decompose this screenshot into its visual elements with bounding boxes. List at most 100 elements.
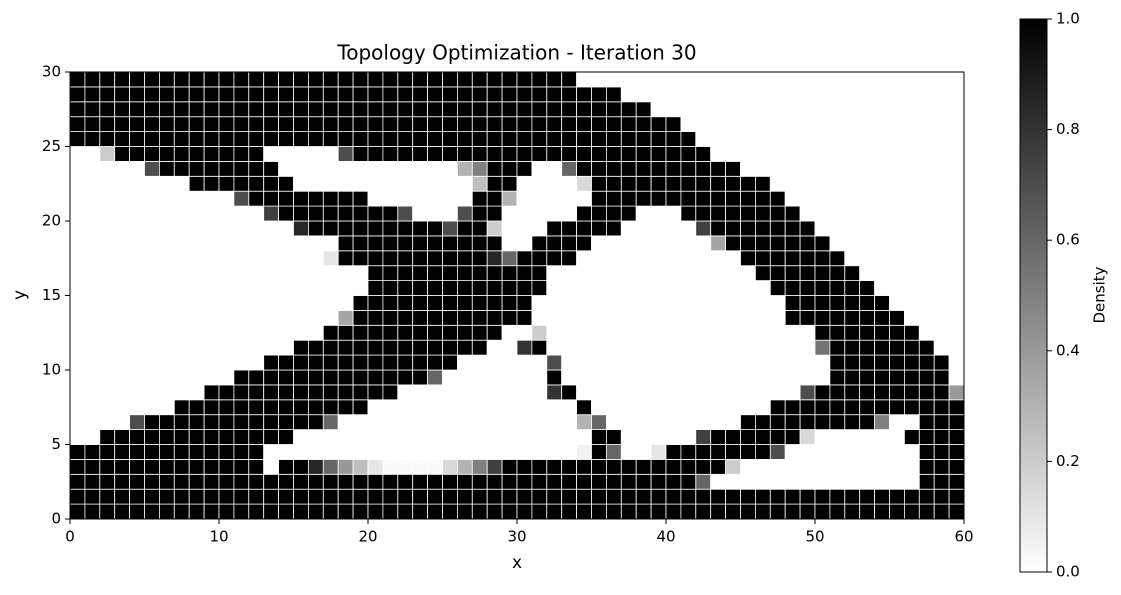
cell — [710, 190, 727, 207]
cell — [814, 250, 831, 267]
cell — [501, 280, 518, 296]
cell — [248, 71, 265, 88]
cell — [814, 399, 831, 416]
cell — [129, 414, 145, 431]
cell — [203, 295, 220, 311]
cell — [129, 146, 145, 162]
cell — [471, 384, 488, 401]
cell — [293, 131, 309, 147]
cell — [293, 295, 309, 311]
cell — [203, 131, 220, 147]
cell — [844, 503, 861, 520]
cell — [69, 429, 86, 445]
cell — [531, 146, 548, 162]
cell — [591, 458, 607, 475]
cell — [352, 250, 369, 267]
cell — [307, 205, 324, 222]
cell — [904, 71, 920, 88]
cell — [218, 205, 235, 222]
cell — [829, 414, 846, 431]
cell — [442, 190, 458, 207]
cell — [591, 175, 607, 192]
cell — [322, 414, 339, 431]
cell — [173, 280, 190, 296]
cell — [904, 503, 920, 520]
cell — [814, 444, 831, 460]
cell — [397, 295, 414, 311]
colorbar-tick-label: 0.8 — [1056, 120, 1080, 138]
cell — [144, 71, 160, 88]
cell — [755, 250, 771, 267]
cell — [203, 488, 220, 505]
cell — [665, 339, 682, 356]
cell — [576, 339, 592, 356]
cell — [948, 160, 965, 177]
cell — [606, 190, 622, 207]
cell — [814, 146, 831, 162]
cell — [933, 235, 950, 252]
cell — [546, 146, 563, 162]
cell — [69, 71, 86, 88]
cell — [412, 220, 429, 237]
cell — [84, 488, 101, 505]
cell — [382, 473, 399, 490]
cell — [576, 205, 592, 222]
cell — [456, 131, 473, 147]
cell — [248, 220, 265, 237]
cell — [218, 458, 235, 475]
cell — [620, 488, 637, 505]
cell — [278, 429, 294, 445]
cell — [516, 399, 533, 416]
cell — [531, 503, 548, 520]
cell — [740, 488, 756, 505]
cell — [307, 324, 324, 341]
cell — [307, 190, 324, 207]
cell — [755, 265, 771, 282]
cell — [248, 473, 265, 490]
cell — [680, 280, 697, 296]
cell — [84, 429, 101, 445]
cell — [442, 429, 458, 445]
cell — [382, 235, 399, 252]
cell — [889, 220, 905, 237]
cell — [456, 399, 473, 416]
cell — [188, 354, 205, 371]
cell — [904, 295, 920, 311]
cell — [740, 235, 756, 252]
cell — [576, 444, 592, 460]
cell — [859, 458, 876, 475]
cell — [501, 339, 518, 356]
cell — [606, 324, 622, 341]
cell — [769, 86, 786, 103]
cell — [144, 280, 160, 296]
cell — [367, 488, 384, 505]
cell — [874, 265, 890, 282]
cell — [531, 220, 548, 237]
cell — [933, 131, 950, 147]
cell — [442, 339, 458, 356]
cell — [620, 339, 637, 356]
cell — [516, 131, 533, 147]
cell — [933, 384, 950, 401]
cell — [337, 71, 354, 88]
cell — [710, 280, 727, 296]
cell — [844, 369, 861, 386]
cell — [755, 175, 771, 192]
cell — [69, 503, 86, 520]
cell — [635, 250, 652, 267]
cell — [591, 146, 607, 162]
cell — [874, 250, 890, 267]
cell — [948, 458, 965, 475]
cell — [158, 444, 175, 460]
cell — [859, 339, 876, 356]
cell — [248, 399, 265, 416]
cell — [367, 146, 384, 162]
cell — [829, 444, 846, 460]
cell — [576, 160, 592, 177]
cell — [665, 280, 682, 296]
cell — [263, 101, 280, 118]
cell — [322, 295, 339, 311]
cell — [144, 86, 160, 103]
cell — [591, 399, 607, 416]
cell — [158, 235, 175, 252]
